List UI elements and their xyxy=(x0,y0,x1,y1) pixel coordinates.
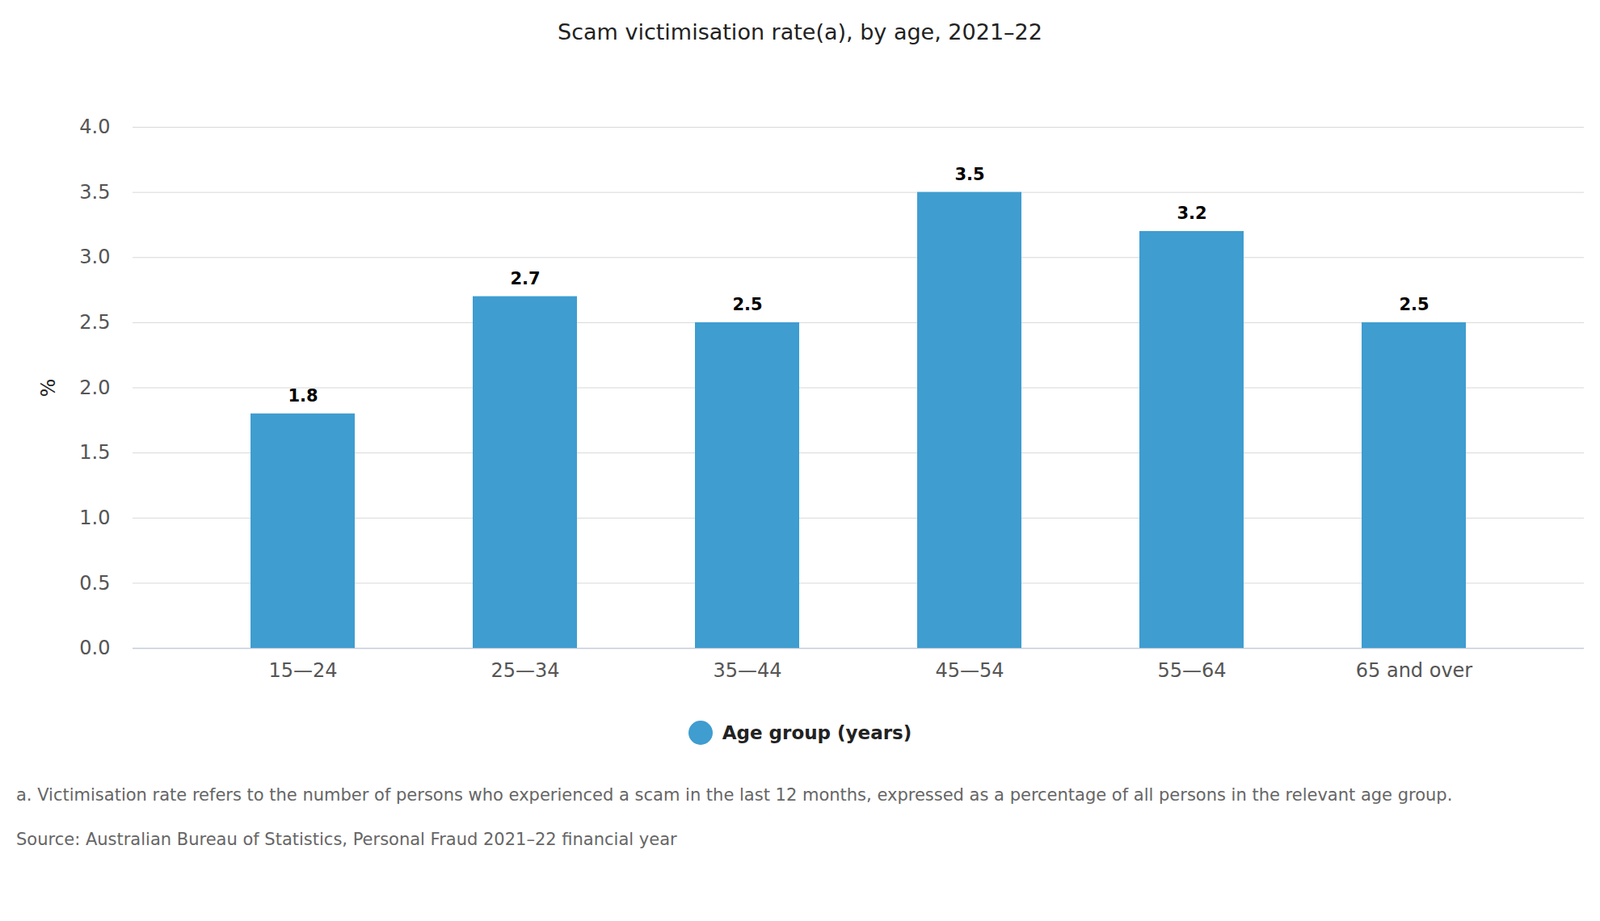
svg-text:0.0: 0.0 xyxy=(79,636,110,660)
svg-text:0.5: 0.5 xyxy=(79,572,110,595)
svg-text:35—44: 35—44 xyxy=(712,659,782,683)
svg-text:15—24: 15—24 xyxy=(268,659,337,683)
svg-text:55—64: 55—64 xyxy=(1157,659,1226,683)
svg-text:25—34: 25—34 xyxy=(490,659,560,683)
svg-text:3.2: 3.2 xyxy=(1176,203,1207,224)
html-text:Source: Australian Bureau of S: Source: Australian Bureau of Statistics,… xyxy=(16,829,677,850)
svg-text:45—54: 45—54 xyxy=(934,659,1004,683)
svg-text:2.5: 2.5 xyxy=(1398,294,1429,315)
svg-text:2.0: 2.0 xyxy=(79,376,110,400)
svg-text:1.8: 1.8 xyxy=(287,386,318,406)
svg-text:3.5: 3.5 xyxy=(79,181,110,204)
svg-text:%: % xyxy=(37,378,60,398)
svg-text:2.7: 2.7 xyxy=(509,269,540,289)
svg-text:4.0: 4.0 xyxy=(79,115,110,139)
svg-text:2.5: 2.5 xyxy=(79,311,110,334)
svg-text:2.5: 2.5 xyxy=(732,294,763,315)
svg-text:3.0: 3.0 xyxy=(79,245,110,269)
html-text:Scam victimisation rate(a), by: Scam victimisation rate(a), by age, 2021… xyxy=(557,19,1043,45)
html-text:Age group (years): Age group (years) xyxy=(722,722,912,744)
html-text:a. Victimisation rate refers t: a. Victimisation rate refers to the numb… xyxy=(16,785,1453,805)
svg-text:3.5: 3.5 xyxy=(954,164,985,185)
svg-text:65 and over: 65 and over xyxy=(1355,659,1474,683)
svg-text:1.0: 1.0 xyxy=(79,506,110,530)
svg-text:1.5: 1.5 xyxy=(79,441,110,464)
